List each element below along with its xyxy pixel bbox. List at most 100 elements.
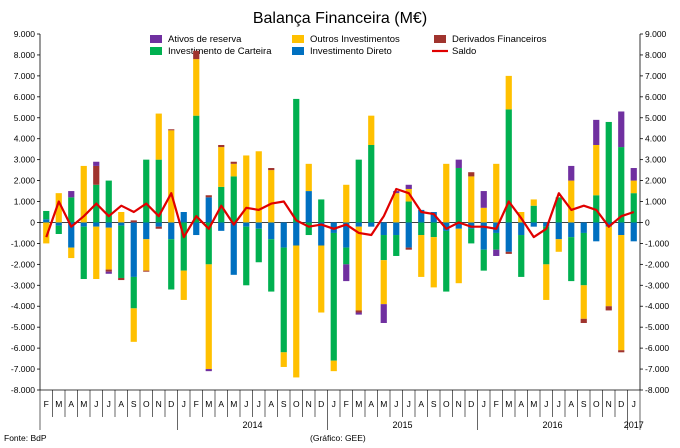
bar-investimento-de-carteira bbox=[230, 176, 237, 223]
bar-investimento-de-carteira bbox=[280, 247, 287, 353]
y-tick-label-left: -5.000 bbox=[11, 322, 35, 332]
bar-investimento-de-carteira bbox=[568, 237, 575, 282]
bar-investimento-de-carteira bbox=[543, 226, 550, 265]
bar-investimento-direto bbox=[518, 222, 525, 236]
bar-investimento-de-carteira bbox=[168, 239, 175, 290]
bar-derivados-financeiros bbox=[118, 277, 125, 281]
y-tick-label-right: 2.000 bbox=[645, 176, 667, 186]
bar-investimento-direto bbox=[355, 222, 362, 227]
y-tick-label-left: -1.000 bbox=[11, 238, 35, 248]
month-label: J bbox=[544, 399, 548, 409]
y-tick-label-left: 9.000 bbox=[14, 29, 36, 39]
bar-investimento-de-carteira bbox=[555, 197, 562, 223]
legend-label: Saldo bbox=[452, 46, 476, 57]
bar-outros-investimentos bbox=[280, 352, 287, 367]
bar-outros-investimentos bbox=[430, 237, 437, 288]
y-tick-label-right: 8.000 bbox=[645, 50, 667, 60]
bar-investimento-direto bbox=[105, 222, 112, 228]
bar-investimento-de-carteira bbox=[205, 222, 212, 265]
month-label: J bbox=[107, 399, 111, 409]
month-label: M bbox=[55, 399, 62, 409]
bar-investimento-de-carteira bbox=[493, 232, 500, 250]
saldo-line-layer bbox=[45, 187, 635, 239]
month-label: N bbox=[606, 399, 612, 409]
y-tick-label-left: -4.000 bbox=[11, 301, 35, 311]
bar-investimento-direto bbox=[155, 222, 162, 227]
bar-outros-investimentos bbox=[443, 163, 450, 223]
month-label: A bbox=[418, 399, 424, 409]
bar-investimento-direto bbox=[305, 191, 312, 223]
bar-investimento-de-carteira bbox=[293, 98, 300, 223]
month-label: S bbox=[431, 399, 437, 409]
year-label: 2017 bbox=[624, 420, 644, 430]
bar-ativos-de-reserva bbox=[618, 111, 625, 148]
bar-investimento-de-carteira bbox=[605, 121, 612, 223]
bar-derivados-financeiros bbox=[105, 269, 112, 272]
legend-swatch bbox=[150, 47, 162, 55]
y-tick-label-right: 7.000 bbox=[645, 71, 667, 81]
month-label: J bbox=[244, 399, 248, 409]
bar-investimento-de-carteira bbox=[105, 180, 112, 223]
legend-swatch bbox=[292, 35, 304, 43]
bar-derivados-financeiros bbox=[93, 165, 100, 185]
bar-investimento-direto bbox=[130, 222, 137, 277]
bar-outros-investimentos bbox=[418, 235, 425, 277]
bar-ativos-de-reserva bbox=[343, 264, 350, 282]
bar-outros-investimentos bbox=[268, 170, 275, 223]
bar-outros-investimentos bbox=[393, 193, 400, 223]
bar-outros-investimentos bbox=[255, 151, 262, 223]
bar-investimento-direto bbox=[55, 222, 62, 226]
bar-outros-investimentos bbox=[593, 144, 600, 196]
bar-investimento-direto bbox=[580, 222, 587, 233]
y-tick-label-right: -1.000 bbox=[645, 238, 669, 248]
bar-outros-investimentos bbox=[55, 193, 62, 223]
bar-investimento-direto bbox=[618, 222, 625, 236]
year-label: 2015 bbox=[392, 420, 412, 430]
bar-ativos-de-reserva bbox=[205, 369, 212, 372]
month-label: M bbox=[355, 399, 362, 409]
bar-investimento-de-carteira bbox=[380, 235, 387, 261]
bar-outros-investimentos bbox=[605, 226, 612, 307]
bar-investimento-de-carteira bbox=[55, 225, 62, 234]
bar-investimento-direto bbox=[630, 222, 637, 242]
month-label: S bbox=[581, 399, 587, 409]
legend-label: Investimento Direto bbox=[310, 46, 392, 57]
bar-derivados-financeiros bbox=[268, 168, 275, 171]
month-label: A bbox=[368, 399, 374, 409]
y-tick-label-right: -5.000 bbox=[645, 322, 669, 332]
credit-note: (Gráfico: GEE) bbox=[310, 433, 366, 443]
bars-layer bbox=[43, 50, 637, 378]
y-tick-label-right: 1.000 bbox=[645, 197, 667, 207]
y-tick-label-right: 0 bbox=[645, 217, 650, 227]
bar-investimento-de-carteira bbox=[305, 222, 312, 236]
legend-label: Investimento de Carteira bbox=[168, 46, 272, 57]
legend-swatch bbox=[434, 35, 446, 43]
y-tick-label-left: 7.000 bbox=[14, 71, 36, 81]
y-tick-label-left: 8.000 bbox=[14, 50, 36, 60]
bar-ativos-de-reserva bbox=[455, 159, 462, 169]
bar-investimento-de-carteira bbox=[455, 168, 462, 223]
bar-outros-investimentos bbox=[405, 188, 412, 202]
y-tick-label-right: -2.000 bbox=[645, 259, 669, 269]
bar-investimento-de-carteira bbox=[355, 159, 362, 223]
bar-outros-investimentos bbox=[343, 184, 350, 223]
month-label: J bbox=[394, 399, 398, 409]
bar-investimento-de-carteira bbox=[505, 109, 512, 223]
y-tick-label-left: -2.000 bbox=[11, 259, 35, 269]
bar-derivados-financeiros bbox=[130, 220, 137, 223]
bar-outros-investimentos bbox=[630, 180, 637, 194]
bar-investimento-direto bbox=[443, 222, 450, 231]
y-tick-label-left: 2.000 bbox=[14, 176, 36, 186]
bar-investimento-de-carteira bbox=[80, 226, 87, 280]
bar-investimento-direto bbox=[593, 222, 600, 242]
bar-investimento-de-carteira bbox=[193, 115, 200, 223]
bar-outros-investimentos bbox=[218, 147, 225, 187]
axes: 9.000 9.000 8.000 8.000 7.000 7.000 6.000 6.000… bbox=[11, 29, 669, 395]
bar-outros-investimentos bbox=[305, 163, 312, 192]
month-label: D bbox=[618, 399, 624, 409]
month-label: A bbox=[518, 399, 524, 409]
bar-investimento-direto bbox=[418, 209, 425, 223]
bar-derivados-financeiros bbox=[218, 144, 225, 148]
